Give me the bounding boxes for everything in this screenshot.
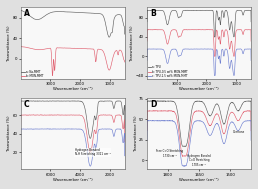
Text: A: A bbox=[24, 9, 29, 18]
Y-axis label: Transmittance (%): Transmittance (%) bbox=[134, 116, 138, 151]
Text: Hydrogen Bonded
N-H Stretching 3311 cm⁻¹: Hydrogen Bonded N-H Stretching 3311 cm⁻¹ bbox=[75, 148, 110, 156]
Legend: a: Na-MMT, b: MON-MMT: a: Na-MMT, b: MON-MMT bbox=[21, 69, 43, 78]
Text: Hydrogen Bonded
C=O Stretching
1705 cm⁻¹: Hydrogen Bonded C=O Stretching 1705 cm⁻¹ bbox=[187, 154, 211, 167]
Y-axis label: Transmittance (%): Transmittance (%) bbox=[130, 25, 134, 61]
Text: Free C=O Stretching
1730 cm⁻¹: Free C=O Stretching 1730 cm⁻¹ bbox=[156, 149, 183, 158]
Text: B: B bbox=[150, 9, 156, 18]
Text: Overtone: Overtone bbox=[232, 130, 245, 134]
Text: D: D bbox=[150, 100, 157, 109]
X-axis label: Wavenumber (cm⁻¹): Wavenumber (cm⁻¹) bbox=[179, 88, 219, 91]
Legend: a: TPU, b: TPU-0.5 wt% MON-MMT, c: TPU-1.5 wt% MON-MMT: a: TPU, b: TPU-0.5 wt% MON-MMT, c: TPU-1… bbox=[148, 65, 188, 78]
X-axis label: Wavenumber (cm⁻¹): Wavenumber (cm⁻¹) bbox=[179, 178, 219, 182]
Y-axis label: Transmittance (%): Transmittance (%) bbox=[7, 25, 11, 61]
Y-axis label: Transmittance (%): Transmittance (%) bbox=[7, 116, 11, 151]
Text: C: C bbox=[24, 100, 29, 109]
X-axis label: Wavenumber (cm⁻¹): Wavenumber (cm⁻¹) bbox=[53, 88, 92, 91]
X-axis label: Wavenumber (cm⁻¹): Wavenumber (cm⁻¹) bbox=[53, 178, 92, 182]
